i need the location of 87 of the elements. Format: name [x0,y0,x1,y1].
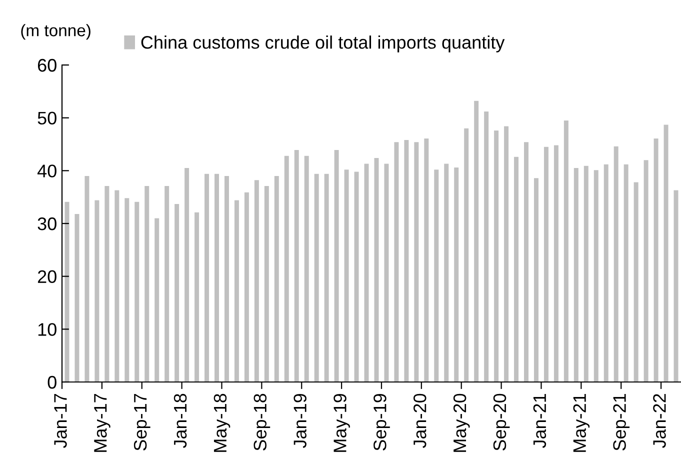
x-tick-label: Sep-19 [374,394,390,451]
bar [584,166,588,382]
bar [104,186,110,382]
bar [504,126,509,382]
x-tick-label: Jan-19 [294,394,306,448]
bar [544,146,548,382]
bar [184,168,190,382]
bar [314,174,319,382]
bar [224,176,229,382]
bar [84,176,90,382]
bar [64,202,70,382]
x-tick-label: May-17 [94,394,110,452]
bar [374,158,379,382]
bar [634,182,638,382]
x-tick-label: Jan-17 [54,394,67,448]
bar [384,164,389,382]
bar [394,142,399,382]
bar [594,170,598,382]
bar [424,138,429,382]
bar [654,138,658,382]
bar [444,164,449,382]
bar [144,186,150,382]
bar [124,198,130,382]
bar [164,186,170,382]
bar [154,218,160,382]
y-tick-label: 50 [38,112,56,125]
x-tick-label: May-18 [214,394,230,452]
bar [344,170,349,382]
y-tick-label: 0 [48,376,56,389]
bar [364,164,369,382]
bar [574,168,578,382]
bar [664,124,668,382]
bar [274,176,279,382]
bar [354,172,359,382]
y-tick-label: 20 [38,270,56,284]
y-tick-label: 10 [38,323,56,336]
bar [454,167,459,382]
bar [74,214,80,382]
x-tick-label: May-19 [334,394,350,452]
y-tick-label: 30 [38,217,56,230]
bar [324,174,329,382]
bar [204,174,210,382]
bar [494,130,499,382]
bar [514,156,519,382]
x-tick-label: Sep-20 [493,394,510,451]
x-tick-label: Sep-17 [134,394,150,451]
bar [674,190,678,382]
x-tick-label: Jan-20 [413,394,426,448]
x-tick-label: Jan-21 [533,394,546,448]
bar [194,212,200,382]
bar [464,128,469,382]
bar [234,200,239,382]
bar [484,111,489,382]
bar [624,164,628,382]
x-tick-label: May-20 [453,394,470,452]
bar [244,192,249,382]
bar [524,142,528,382]
bar [134,202,140,382]
bar [254,180,259,382]
bar [474,100,479,382]
bar [304,156,309,382]
bar [294,150,299,382]
y-axis-title: (m tonne) [21,24,90,40]
bar [434,170,439,382]
legend-label: China customs crude oil total imports quantity [141,36,505,52]
bar [94,200,100,382]
x-tick-label: Jan-22 [653,394,666,448]
bar [644,160,648,382]
bar [114,190,120,382]
y-tick-label: 60 [38,58,56,72]
bar [534,178,538,382]
x-tick-label: May-21 [573,394,590,452]
bar [564,120,568,382]
x-tick-label: Sep-21 [613,394,630,451]
bar [604,164,608,382]
bar [554,145,558,382]
x-tick-label: Sep-18 [254,394,270,451]
bar [174,204,180,382]
bar [614,146,618,382]
bar [404,140,409,382]
x-tick-label: Jan-18 [174,394,187,448]
bar [284,156,289,382]
y-tick-label: 40 [37,164,56,178]
bar [264,186,269,382]
bar [334,150,339,382]
bar [414,142,419,382]
bar [214,174,219,382]
